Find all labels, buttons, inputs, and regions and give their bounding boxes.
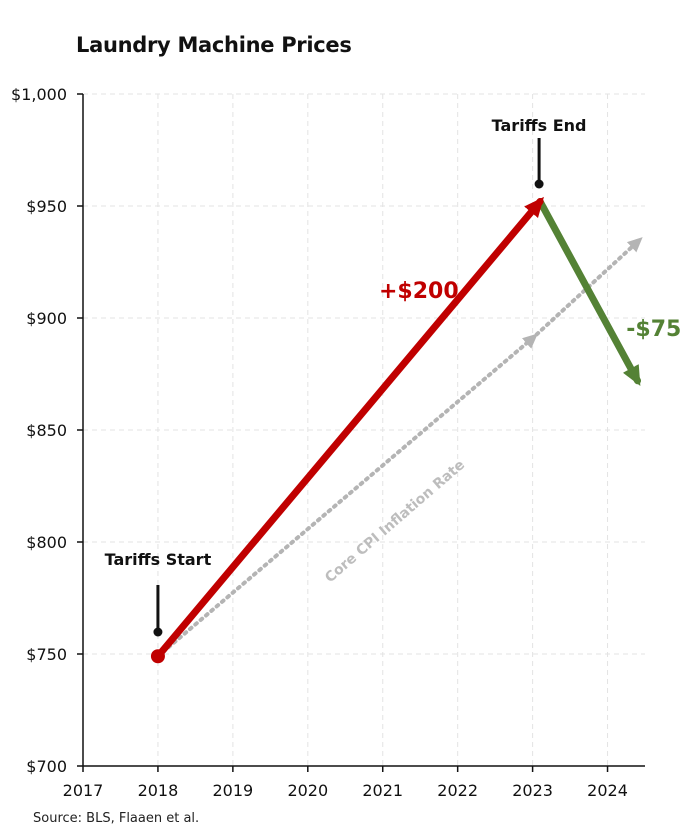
tariffs-end-label: Tariffs End <box>492 116 587 135</box>
x-tick-label: 2024 <box>587 781 628 800</box>
axes <box>77 93 645 772</box>
gridlines <box>83 93 645 766</box>
source-note: Source: BLS, Flaaen et al. <box>33 811 200 826</box>
tariffs-start-label: Tariffs Start <box>105 550 212 569</box>
y-tick-label: $1,000 <box>11 85 67 104</box>
x-tick-label: 2023 <box>512 781 553 800</box>
chart-title: Laundry Machine Prices <box>76 33 352 57</box>
decrease-label: -$75 <box>626 317 681 342</box>
x-tick-label: 2017 <box>63 781 104 800</box>
x-tick-label: 2019 <box>213 781 254 800</box>
x-tick-labels: 2017 2018 2019 2020 2021 2022 2023 2024 <box>63 781 628 800</box>
series-layer <box>150 138 643 664</box>
increase-arrow <box>154 196 544 660</box>
x-tick-label: 2018 <box>138 781 179 800</box>
tariffs-start-pin-dot <box>153 627 163 637</box>
increase-label: +$200 <box>379 279 459 304</box>
y-tick-label: $800 <box>26 533 67 552</box>
y-tick-label: $850 <box>26 421 67 440</box>
y-tick-labels: $700 $750 $800 $850 $900 $950 $1,000 <box>11 85 67 776</box>
y-tick-label: $950 <box>26 197 67 216</box>
start-point-marker <box>150 649 165 664</box>
x-tick-label: 2020 <box>287 781 328 800</box>
cpi-inflation-line <box>155 237 643 659</box>
tariffs-end-pin-dot <box>534 179 544 189</box>
y-tick-label: $750 <box>26 645 67 664</box>
cpi-line-label: Core CPI Inflation Rate <box>322 457 468 586</box>
x-tick-label: 2022 <box>437 781 478 800</box>
x-tick-label: 2021 <box>362 781 403 800</box>
decrease-arrow <box>536 198 642 386</box>
y-tick-label: $900 <box>26 309 67 328</box>
y-tick-label: $700 <box>26 757 67 776</box>
